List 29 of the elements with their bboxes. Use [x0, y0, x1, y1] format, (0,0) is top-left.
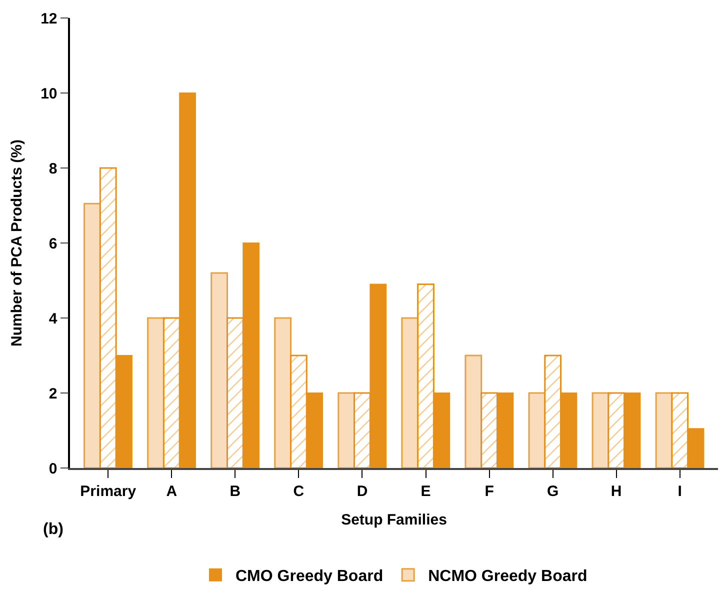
legend-label: NCMO Greedy Board	[428, 568, 588, 586]
bar	[84, 202, 101, 468]
x-tick-label: E	[420, 483, 431, 500]
y-tick-label: 0	[48, 460, 58, 478]
y-tick-label: 4	[48, 310, 58, 328]
y-axis-title: Number of PCA Products (%)	[8, 140, 26, 346]
x-tick-label: Primary	[80, 483, 137, 500]
x-tick-label: I	[678, 483, 682, 500]
bar	[274, 317, 292, 468]
legend-label: CMO Greedy Board	[236, 568, 384, 586]
y-tick-label: 6	[48, 235, 58, 252]
x-tick-label: G	[546, 483, 559, 500]
y-tick-label: 12	[40, 10, 58, 28]
bar	[338, 392, 356, 468]
bar	[210, 272, 228, 468]
y-tick-label: 8	[48, 160, 58, 178]
x-tick-label: H	[610, 483, 622, 500]
bar	[464, 354, 482, 468]
x-axis-title: Setup Families	[341, 512, 447, 528]
x-tick-label: A	[166, 483, 178, 500]
text: (b)	[43, 521, 64, 538]
bar	[401, 317, 419, 468]
bar	[147, 317, 164, 468]
y-tick-label: 2	[48, 385, 58, 402]
x-tick-label: B	[230, 483, 241, 500]
x-tick-label: D	[356, 483, 368, 500]
y-tick-label: 10	[40, 85, 58, 102]
x-tick-label: C	[293, 483, 304, 500]
x-tick-label: F	[484, 483, 494, 500]
